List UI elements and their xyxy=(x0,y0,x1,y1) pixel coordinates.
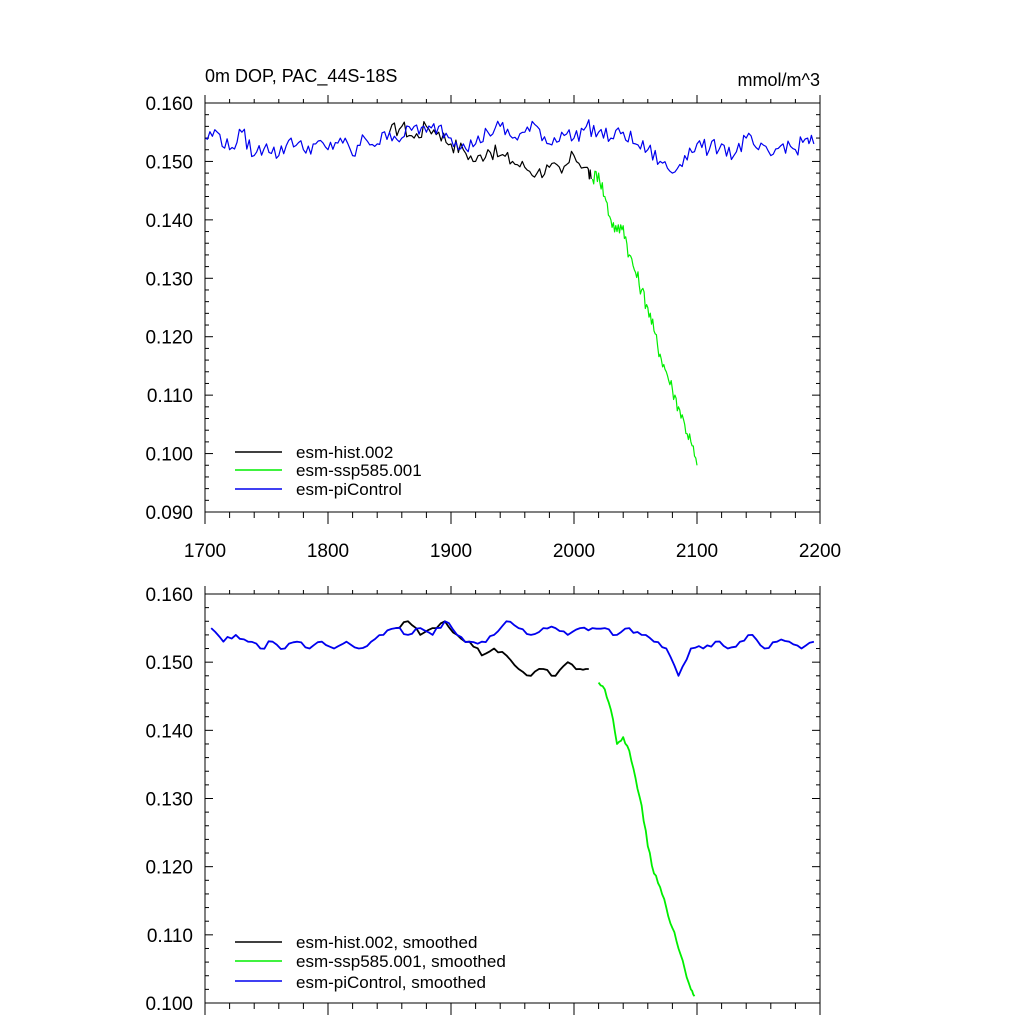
bottom-panel: 0.100 0.110 0.120 0.130 0.140 0.150 0.160 esm-… xyxy=(145,585,821,1015)
bottom-x-ticks xyxy=(204,586,821,1015)
y-tick-label: 0.120 xyxy=(145,858,193,879)
y-tick-label: 0.090 xyxy=(145,503,193,524)
series-line-0 xyxy=(395,620,589,677)
top-series-group xyxy=(204,119,815,466)
y-tick-label: 0.100 xyxy=(145,445,193,466)
top-panel-title: 0m DOP, PAC_44S-18S xyxy=(205,66,397,87)
y-tick-label: 0.130 xyxy=(145,790,193,811)
top-legend: esm-hist.002 esm-ssp585.001 esm-piContro… xyxy=(235,443,422,499)
bottom-y-ticks: 0.100 0.110 0.120 0.130 0.140 0.150 0.160 xyxy=(145,585,820,1015)
y-tick-label: 0.110 xyxy=(147,926,193,947)
top-y-ticks: 0.090 0.100 0.110 0.120 0.130 0.140 0.150 0.160 xyxy=(145,94,820,524)
y-tick-label: 0.160 xyxy=(145,94,193,115)
top-plot-frame xyxy=(204,102,821,513)
series-line-0 xyxy=(388,121,592,180)
y-tick-label: 0.160 xyxy=(145,585,193,606)
top-legend-label-pic: esm-piControl xyxy=(296,480,402,499)
y-tick-label: 0.100 xyxy=(145,994,193,1015)
series-line-2 xyxy=(204,119,815,174)
bottom-legend: esm-hist.002, smoothed esm-ssp585.001, s… xyxy=(235,933,506,992)
series-line-1 xyxy=(591,170,698,466)
y-tick-label: 0.150 xyxy=(145,653,193,674)
y-tick-label: 0.140 xyxy=(145,721,193,742)
top-legend-label-hist: esm-hist.002 xyxy=(296,443,393,462)
x-tick-label: 1700 xyxy=(184,541,226,562)
series-line-1 xyxy=(597,682,696,997)
y-tick-label: 0.120 xyxy=(145,328,193,349)
top-panel: 0m DOP, PAC_44S-18S mmol/m^3 0.0900.1000… xyxy=(145,66,841,562)
x-tick-label: 2200 xyxy=(799,541,841,562)
bottom-plot-frame xyxy=(204,593,821,1004)
x-tick-label: 1900 xyxy=(430,541,472,562)
x-tick-label: 2000 xyxy=(553,541,595,562)
bottom-series-group xyxy=(210,620,815,997)
series-line-2 xyxy=(210,620,815,677)
top-x-ticks: 1700 1800 1900 2000 2100 2200 xyxy=(184,95,841,562)
bottom-legend-label-pic: esm-piControl, smoothed xyxy=(296,973,486,992)
top-panel-units: mmol/m^3 xyxy=(738,70,820,90)
y-tick-label: 0.140 xyxy=(145,211,193,232)
y-tick-label: 0.110 xyxy=(147,386,193,407)
y-tick-label: 0.150 xyxy=(145,152,193,173)
x-tick-label: 1800 xyxy=(307,541,349,562)
bottom-legend-label-hist: esm-hist.002, smoothed xyxy=(296,933,477,952)
x-tick-label: 2100 xyxy=(676,541,718,562)
bottom-legend-label-ssp: esm-ssp585.001, smoothed xyxy=(296,952,506,971)
y-tick-label: 0.130 xyxy=(145,269,193,290)
top-legend-label-ssp: esm-ssp585.001 xyxy=(296,461,422,480)
